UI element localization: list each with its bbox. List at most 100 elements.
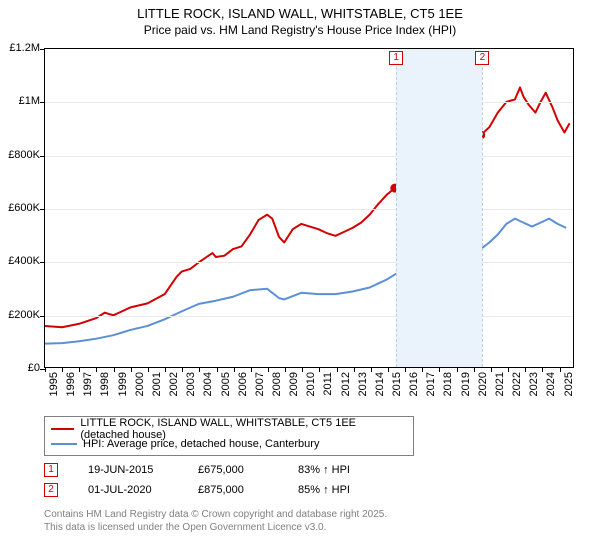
- gridline: [45, 316, 573, 317]
- x-tick: [131, 367, 132, 372]
- sale-period-band: [396, 49, 482, 367]
- x-tick: [405, 367, 406, 372]
- sale-price: £675,000: [198, 464, 298, 476]
- legend-item: LITTLE ROCK, ISLAND WALL, WHITSTABLE, CT…: [51, 421, 407, 436]
- y-axis-label: £0: [0, 362, 40, 374]
- x-tick: [542, 367, 543, 372]
- footnote-line2: This data is licensed under the Open Gov…: [44, 521, 387, 534]
- y-tick: [40, 316, 45, 317]
- x-axis-label: 1995: [48, 372, 60, 396]
- x-tick: [457, 367, 458, 372]
- table-row: 201-JUL-2020£875,00085% ↑ HPI: [44, 480, 408, 500]
- x-axis-label: 2025: [563, 372, 575, 396]
- gridline: [45, 262, 573, 263]
- gridline: [45, 156, 573, 157]
- table-row: 119-JUN-2015£675,00083% ↑ HPI: [44, 460, 408, 480]
- x-tick: [165, 367, 166, 372]
- x-axis-label: 2019: [460, 372, 472, 396]
- x-tick: [560, 367, 561, 372]
- x-axis-label: 2007: [254, 372, 266, 396]
- sale-marker-ref: 1: [44, 463, 58, 477]
- x-tick: [439, 367, 440, 372]
- x-axis-label: 2003: [185, 372, 197, 396]
- series-property-line: [45, 87, 570, 327]
- marker-box: 1: [389, 51, 403, 65]
- marker-line: [396, 67, 397, 367]
- x-axis-label: 2000: [134, 372, 146, 396]
- x-tick: [302, 367, 303, 372]
- x-axis-label: 1996: [65, 372, 77, 396]
- y-tick: [40, 262, 45, 263]
- x-axis-label: 2015: [391, 372, 403, 396]
- x-axis-label: 1999: [117, 372, 129, 396]
- x-axis-label: 2002: [168, 372, 180, 396]
- x-tick: [285, 367, 286, 372]
- sale-hpi-pct: 83% ↑ HPI: [298, 464, 408, 476]
- x-tick: [508, 367, 509, 372]
- series-hpi-line: [45, 219, 566, 344]
- x-axis-label: 2008: [271, 372, 283, 396]
- x-axis-label: 2005: [220, 372, 232, 396]
- legend: LITTLE ROCK, ISLAND WALL, WHITSTABLE, CT…: [44, 416, 414, 456]
- x-tick: [491, 367, 492, 372]
- x-tick: [474, 367, 475, 372]
- x-tick: [182, 367, 183, 372]
- footnote: Contains HM Land Registry data © Crown c…: [44, 508, 387, 534]
- x-axis-label: 2016: [408, 372, 420, 396]
- y-tick: [40, 49, 45, 50]
- x-axis-label: 2009: [288, 372, 300, 396]
- x-axis-label: 2023: [528, 372, 540, 396]
- x-axis-label: 2018: [442, 372, 454, 396]
- x-axis-label: 2011: [322, 372, 334, 396]
- x-axis-label: 2013: [357, 372, 369, 396]
- gridline: [45, 209, 573, 210]
- x-tick: [114, 367, 115, 372]
- y-axis-label: £200K: [0, 309, 40, 321]
- x-axis-label: 2024: [545, 372, 557, 396]
- chart-plot-area: 12: [44, 48, 574, 368]
- x-tick: [371, 367, 372, 372]
- x-axis-label: 1998: [99, 372, 111, 396]
- title-line2: Price paid vs. HM Land Registry's House …: [0, 23, 600, 39]
- marker-line: [482, 67, 483, 367]
- sale-price: £875,000: [198, 484, 298, 496]
- x-tick: [319, 367, 320, 372]
- x-tick: [79, 367, 80, 372]
- x-tick: [525, 367, 526, 372]
- x-axis-label: 2022: [511, 372, 523, 396]
- legend-swatch: [51, 443, 77, 445]
- x-tick: [354, 367, 355, 372]
- x-axis-label: 2001: [151, 372, 163, 396]
- chart-title: LITTLE ROCK, ISLAND WALL, WHITSTABLE, CT…: [0, 0, 600, 38]
- x-tick: [268, 367, 269, 372]
- x-axis-label: 2004: [202, 372, 214, 396]
- x-axis-label: 2010: [305, 372, 317, 396]
- x-tick: [337, 367, 338, 372]
- footnote-line1: Contains HM Land Registry data © Crown c…: [44, 508, 387, 521]
- gridline: [45, 102, 573, 103]
- sale-marker-ref: 2: [44, 483, 58, 497]
- y-axis-label: £400K: [0, 255, 40, 267]
- x-tick: [422, 367, 423, 372]
- x-tick: [45, 367, 46, 372]
- y-tick: [40, 156, 45, 157]
- y-axis-label: £1M: [0, 95, 40, 107]
- x-axis-label: 2006: [237, 372, 249, 396]
- x-tick: [251, 367, 252, 372]
- x-axis-label: 2017: [425, 372, 437, 396]
- legend-swatch: [51, 428, 74, 430]
- title-line1: LITTLE ROCK, ISLAND WALL, WHITSTABLE, CT…: [0, 6, 600, 23]
- x-tick: [62, 367, 63, 372]
- legend-label: HPI: Average price, detached house, Cant…: [83, 438, 319, 450]
- sale-date: 01-JUL-2020: [88, 484, 198, 496]
- x-axis-label: 1997: [82, 372, 94, 396]
- y-tick: [40, 209, 45, 210]
- y-axis-label: £600K: [0, 202, 40, 214]
- y-axis-label: £1.2M: [0, 42, 40, 54]
- x-tick: [234, 367, 235, 372]
- x-tick: [148, 367, 149, 372]
- y-tick: [40, 102, 45, 103]
- x-axis-label: 2021: [494, 372, 506, 396]
- x-tick: [199, 367, 200, 372]
- x-axis-label: 2020: [477, 372, 489, 396]
